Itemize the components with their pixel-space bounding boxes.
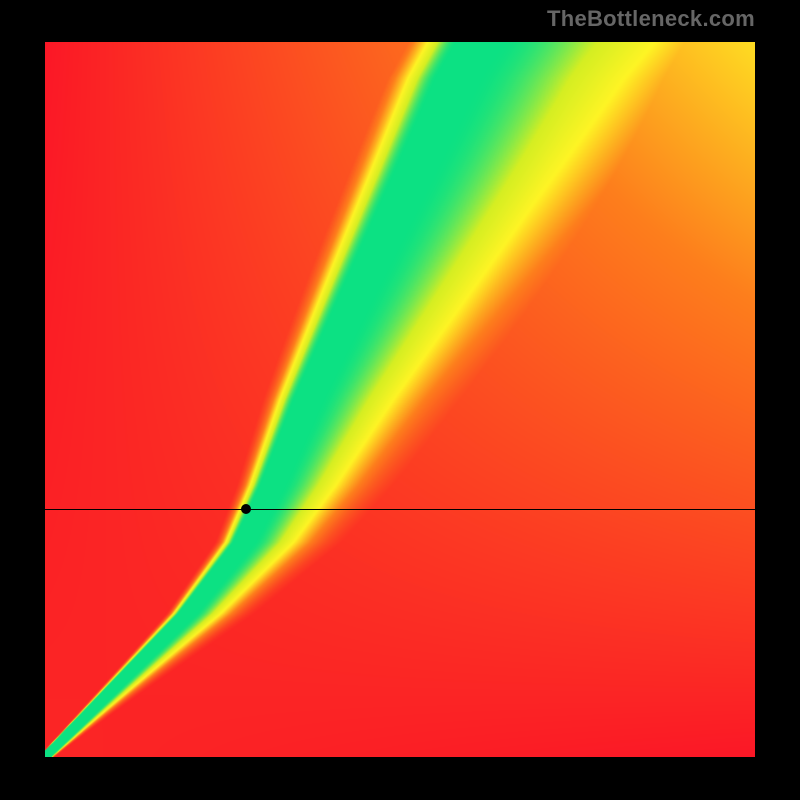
crosshair-vertical [246, 757, 247, 800]
heatmap-frame [45, 42, 755, 757]
data-point-marker [241, 504, 251, 514]
heatmap-canvas [45, 42, 755, 757]
watermark: TheBottleneck.com [547, 6, 755, 32]
crosshair-horizontal [45, 509, 755, 510]
